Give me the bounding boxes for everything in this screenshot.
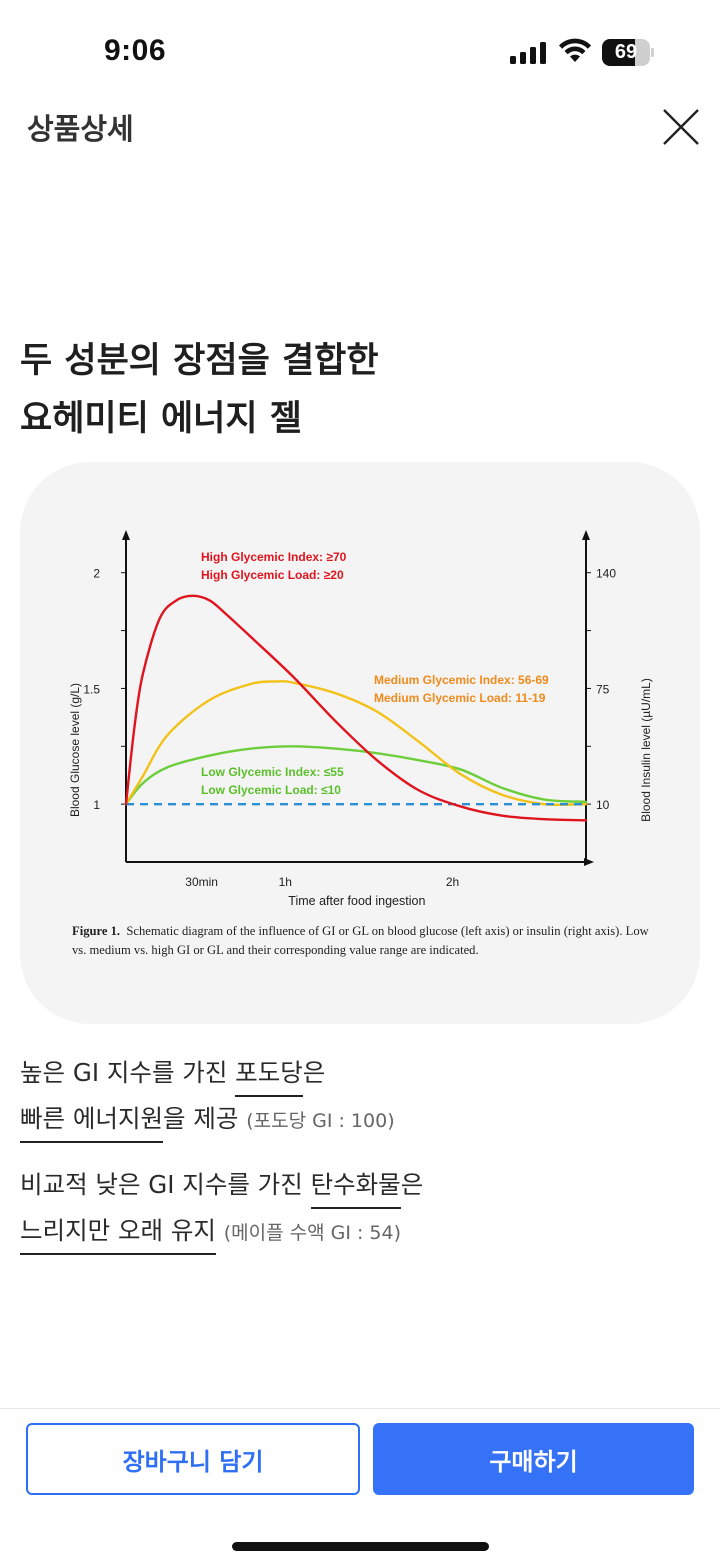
page-title: 상품상세	[27, 112, 134, 146]
x-tick-label: 1h	[279, 875, 292, 889]
x-tick-label: 2h	[446, 875, 459, 889]
y-tick-label: 1.5	[83, 682, 100, 696]
series-label-low: Low Glycemic Load: ≤10	[201, 783, 341, 797]
desc-text: 높은 GI 지수를 가진	[20, 1058, 236, 1087]
desc-text: 은	[302, 1058, 326, 1087]
y2-tick-label: 10	[596, 798, 610, 812]
series-line-low	[124, 745, 588, 806]
status-bar: 9:06 69	[0, 0, 720, 100]
desc-text: 은	[400, 1170, 424, 1199]
desc-highlight-glucose: 포도당	[235, 1058, 303, 1097]
series-label-low: Low Glycemic Index: ≤55	[201, 765, 344, 779]
gi-figure-card: 1 1.5 2 10 75 140 30min 1h 2h Time after food ing…	[20, 462, 700, 1024]
desc-note-glucose-gi: (포도당 GI : 100)	[246, 1110, 395, 1132]
headline-line-1: 두 성분의 장점을 결합한	[20, 341, 379, 381]
desc-highlight-long-lasting: 느리지만 오래 유지	[20, 1216, 216, 1255]
y-axis-left-arrow	[122, 530, 130, 540]
desc-text: 비교적 낮은 GI 지수를 가진	[20, 1170, 311, 1199]
battery-icon: 69	[602, 39, 654, 66]
y2-axis-title: Blood Insulin level (µU/mL)	[639, 678, 653, 822]
caption-figure-number: Figure 1.	[72, 924, 121, 938]
caption-text: Schematic diagram of the influence of GI…	[72, 924, 649, 957]
close-button[interactable]	[658, 104, 704, 150]
desc-line-2: 빠른 에너지원을 제공 (포도당 GI : 100)	[20, 1100, 710, 1143]
buy-now-button[interactable]: 구매하기	[373, 1423, 694, 1495]
series-line-high	[124, 594, 588, 822]
desc-text: 을 제공	[163, 1104, 247, 1133]
y2-tick-label: 140	[596, 567, 616, 581]
series-label-high: High Glycemic Index: ≥70	[201, 550, 347, 564]
y2-tick-label: 75	[596, 682, 610, 696]
headline-line-2: 요헤미티 에너지 젤	[20, 399, 302, 439]
y-axis-right-arrow	[582, 530, 590, 540]
x-tick-label: 30min	[185, 875, 218, 889]
desc-line-1: 높은 GI 지수를 가진 포도당은	[20, 1054, 710, 1097]
wifi-icon	[559, 38, 591, 62]
desc-highlight-carbohydrate: 탄수화물	[310, 1170, 401, 1209]
y-tick-label: 1	[93, 798, 100, 812]
signal-icon	[510, 42, 546, 64]
add-to-cart-button[interactable]: 장바구니 담기	[26, 1423, 360, 1495]
series-label-medium: Medium Glycemic Index: 56-69	[374, 673, 549, 687]
desc-highlight-fast-energy: 빠른 에너지원	[20, 1104, 164, 1143]
desc-line-3: 비교적 낮은 GI 지수를 가진 탄수화물은	[20, 1166, 710, 1209]
x-axis-arrow	[584, 858, 594, 866]
desc-note-maple-gi: (메이플 수액 GI : 54)	[223, 1222, 401, 1244]
y-tick-label: 2	[93, 567, 100, 581]
series-line-medium	[124, 680, 588, 807]
status-time: 9:06	[104, 34, 167, 67]
bottom-divider	[0, 1408, 720, 1409]
y-axis-title: Blood Glucose level (g/L)	[68, 683, 82, 817]
close-icon	[663, 109, 699, 145]
x-axis-title: Time after food ingestion	[288, 894, 425, 908]
desc-line-4: 느리지만 오래 유지 (메이플 수액 GI : 54)	[20, 1212, 710, 1255]
home-indicator	[232, 1542, 489, 1551]
battery-level: 69	[614, 41, 638, 63]
figure-caption: Figure 1. Schematic diagram of the influ…	[72, 922, 662, 960]
desc-text	[216, 1216, 224, 1245]
glycemic-chart: 1 1.5 2 10 75 140 30min 1h 2h Time after food ing…	[68, 530, 653, 908]
product-headline: 두 성분의 장점을 결합한 요헤미티 에너지 젤	[20, 332, 700, 448]
series-label-medium: Medium Glycemic Load: 11-19	[374, 691, 546, 705]
series-label-high: High Glycemic Load: ≥20	[201, 568, 344, 582]
